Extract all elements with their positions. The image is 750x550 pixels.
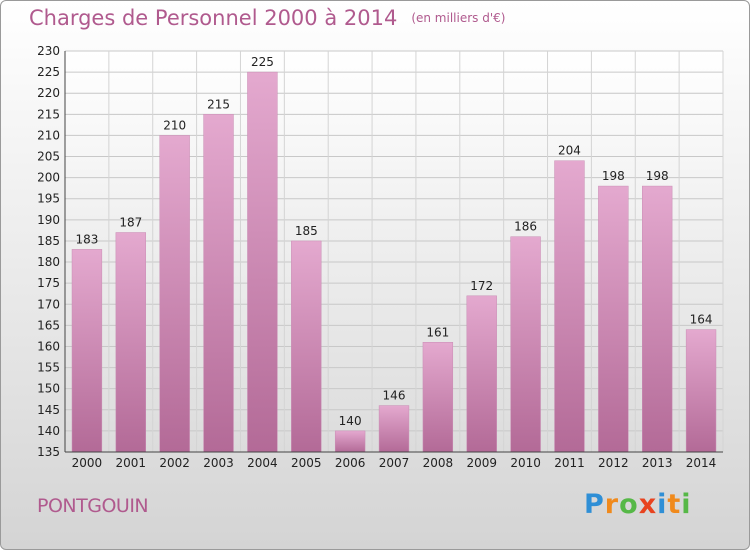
y-tick-label: 200 (37, 171, 60, 185)
x-tick-label: 2006 (335, 456, 366, 470)
logo-letter: i (681, 489, 692, 520)
data-label: 146 (383, 389, 406, 403)
y-tick-label: 185 (37, 234, 60, 248)
data-label: 186 (514, 220, 537, 234)
y-tick-label: 225 (37, 65, 60, 79)
x-tick-label: 2004 (247, 456, 278, 470)
bar (247, 71, 278, 453)
data-label: 198 (646, 169, 669, 183)
data-label: 204 (558, 144, 581, 158)
proxiti-logo: Proxiti (584, 489, 692, 520)
y-tick-label: 205 (37, 150, 60, 164)
y-tick-label: 145 (37, 403, 60, 417)
y-tick-label: 160 (37, 339, 60, 353)
logo-letter: t (667, 489, 682, 520)
bar (203, 114, 234, 453)
x-tick-label: 2013 (642, 456, 673, 470)
chart-subtitle: (en milliers d'€) (411, 11, 506, 25)
x-tick-label: 2012 (598, 456, 629, 470)
chart-title-text: Charges de Personnel 2000 à 2014 (29, 6, 398, 30)
data-labels: 183 187 210 215 225 185 140 146 161 172 186 204 198 1… (75, 55, 712, 428)
x-tick-label: 2009 (466, 456, 497, 470)
data-label: 164 (690, 313, 713, 327)
data-label: 225 (251, 55, 274, 69)
x-tick-label: 2000 (72, 456, 103, 470)
bar (422, 342, 454, 453)
y-tick-label: 210 (37, 128, 60, 142)
logo-letter: i (657, 489, 668, 520)
bar (71, 249, 103, 453)
logo-letter: r (604, 489, 620, 520)
bar (554, 160, 585, 453)
logo-letter: o (619, 489, 639, 520)
data-label: 215 (207, 97, 230, 111)
x-tick-label: 2005 (291, 456, 322, 470)
data-label: 172 (470, 279, 493, 293)
bar (598, 185, 629, 453)
bars (71, 71, 717, 453)
x-tick-label: 2007 (379, 456, 410, 470)
data-label: 185 (295, 224, 318, 238)
y-tick-label: 140 (37, 424, 60, 438)
x-tick-label: 2014 (686, 456, 717, 470)
y-tick-label: 190 (37, 213, 60, 227)
bar (159, 135, 190, 453)
data-label: 183 (75, 232, 98, 246)
data-label: 161 (426, 325, 449, 339)
y-tick-label: 155 (37, 361, 60, 375)
x-tick-label: 2011 (554, 456, 585, 470)
chart-title: Charges de Personnel 2000 à 2014 (en mill… (29, 6, 505, 30)
bar (685, 329, 717, 453)
bar (466, 295, 497, 453)
bar (642, 185, 673, 453)
y-tick-label: 195 (37, 192, 60, 206)
bar (378, 405, 410, 453)
commune-name: PONTGOUIN (37, 495, 149, 517)
y-tick-label: 150 (37, 382, 60, 396)
y-tick-label: 220 (37, 86, 60, 100)
x-tick-label: 2008 (423, 456, 454, 470)
y-tick-label: 180 (37, 255, 60, 269)
data-label: 210 (163, 118, 186, 132)
bar (291, 240, 322, 453)
x-tick-label: 2010 (510, 456, 541, 470)
y-tick-label: 165 (37, 318, 60, 332)
data-label: 140 (339, 414, 362, 428)
bar (334, 430, 366, 453)
bar (115, 232, 146, 453)
y-tick-label: 170 (37, 297, 60, 311)
x-tick-label: 2002 (159, 456, 190, 470)
y-tick-label: 215 (37, 107, 60, 121)
y-tick-label: 230 (37, 44, 60, 58)
x-tick-label: 2001 (116, 456, 147, 470)
logo-letter: P (584, 489, 605, 520)
data-label: 187 (119, 216, 142, 230)
bar (510, 236, 541, 453)
logo-letter: x (638, 489, 658, 520)
y-tick-label: 135 (37, 445, 60, 459)
axes: 135 140 145 150 155 160 165 170 175 180 185 190 195 2… (37, 44, 723, 470)
x-tick-label: 2003 (203, 456, 234, 470)
data-label: 198 (602, 169, 625, 183)
y-tick-label: 175 (37, 276, 60, 290)
